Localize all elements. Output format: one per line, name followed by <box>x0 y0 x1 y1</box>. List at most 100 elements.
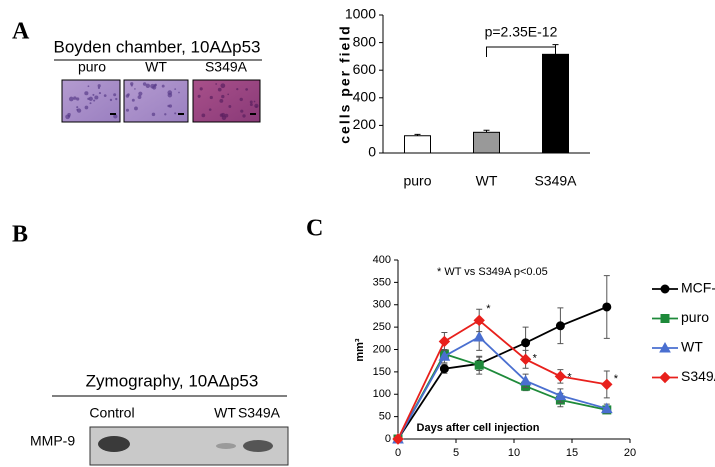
cell-dot <box>249 100 253 104</box>
marker <box>659 341 671 353</box>
marker <box>438 335 451 348</box>
x-tick-label: S349A <box>534 173 577 189</box>
marker <box>601 378 613 391</box>
cell-dot <box>219 113 224 117</box>
cell-dot <box>145 83 151 88</box>
series <box>392 323 613 444</box>
marker <box>600 402 613 414</box>
cell-dot <box>134 106 138 111</box>
cell-dot <box>221 94 225 99</box>
cell-dot <box>201 113 206 118</box>
error-bar <box>414 133 421 136</box>
star: * <box>486 303 491 315</box>
cell-dot <box>219 98 224 103</box>
panel-label: B <box>12 222 28 248</box>
cell-dot <box>167 104 170 108</box>
cell-dot <box>209 95 213 100</box>
cell-dot <box>94 95 99 100</box>
bar <box>473 131 500 154</box>
cell-dot <box>151 112 156 117</box>
star: * <box>614 373 619 385</box>
legend-label: WT <box>681 339 703 355</box>
boyden-title: Boyden chamber, 10AΔp53 <box>54 37 261 56</box>
y-axis-label: mm³ <box>354 338 366 362</box>
annotation: * WT vs S349A p<0.05 <box>437 266 548 278</box>
marker <box>519 374 532 386</box>
cell-dot <box>67 115 71 118</box>
marker <box>519 353 532 366</box>
line <box>397 319 607 440</box>
cell-dot <box>125 94 130 98</box>
marker <box>555 321 565 331</box>
cell-dot <box>68 96 74 102</box>
cell-dot <box>174 88 177 90</box>
y-tick-label: 600 <box>353 61 377 77</box>
cell-dot <box>197 94 201 98</box>
y-tick-label: 50 <box>379 411 391 423</box>
cell-dot <box>113 114 118 119</box>
x-tick-label: 5 <box>453 447 459 459</box>
marker <box>438 350 451 361</box>
cell-dot <box>89 102 92 105</box>
bar <box>542 53 569 154</box>
x-axis-label: Days after cell injection <box>417 422 540 434</box>
cell-dot <box>130 82 134 86</box>
cell-dot <box>113 93 117 97</box>
marker <box>659 371 671 384</box>
gel-band <box>98 436 130 452</box>
cell-dot <box>215 83 218 85</box>
cell-dot <box>115 97 118 101</box>
x-tick-label: WT <box>476 173 498 189</box>
cell-dot <box>153 83 157 87</box>
cell-dot <box>73 96 77 100</box>
cell-dot <box>98 92 102 95</box>
line <box>397 352 607 440</box>
bracket <box>486 46 556 57</box>
marker <box>660 284 670 294</box>
y-tick-label: 200 <box>373 343 391 355</box>
marker <box>439 364 449 374</box>
cell-dot <box>137 95 142 100</box>
marker <box>473 314 485 327</box>
y-axis-label: cells per field <box>337 24 353 143</box>
cell-dot <box>239 97 243 102</box>
y-tick-label: 100 <box>373 388 391 400</box>
legend-label: MCF-7 <box>681 280 715 296</box>
x-tick-label: puro <box>403 173 431 189</box>
y-tick-label: 0 <box>385 433 391 445</box>
lane-label: Control <box>89 405 134 421</box>
cell-dot <box>84 91 89 96</box>
cell-dot <box>76 108 82 113</box>
cell-dot <box>208 108 212 111</box>
cell-dot <box>87 85 90 88</box>
legend-label: S349A <box>681 368 715 384</box>
legend-label: puro <box>681 309 709 325</box>
cell-dot <box>103 94 107 98</box>
cell-dot <box>88 96 93 101</box>
cell-dot <box>125 108 130 112</box>
marker <box>602 302 612 312</box>
lane-label: WT <box>214 405 236 421</box>
y-tick-label: 0 <box>368 144 376 160</box>
cell-dot <box>167 92 173 98</box>
image-label: puro <box>78 59 106 75</box>
cell-dot <box>245 88 248 91</box>
cell-dot <box>178 91 180 94</box>
y-tick-label: 350 <box>373 276 391 288</box>
marker <box>554 389 567 401</box>
cell-dot <box>255 105 258 108</box>
marker <box>392 433 404 445</box>
cell-dot <box>249 103 253 107</box>
panel-label: A <box>12 19 30 45</box>
zymography-title: Zymography, 10AΔp53 <box>86 371 259 390</box>
cell-dot <box>138 91 143 96</box>
marker <box>660 314 670 323</box>
x-tick-label: 15 <box>566 447 578 459</box>
cell-dot <box>161 84 165 88</box>
image-label: WT <box>145 59 167 75</box>
star: * <box>533 352 538 364</box>
x-tick-label: 10 <box>508 447 520 459</box>
cell-dot <box>76 97 80 101</box>
y-tick-label: 400 <box>353 89 377 105</box>
